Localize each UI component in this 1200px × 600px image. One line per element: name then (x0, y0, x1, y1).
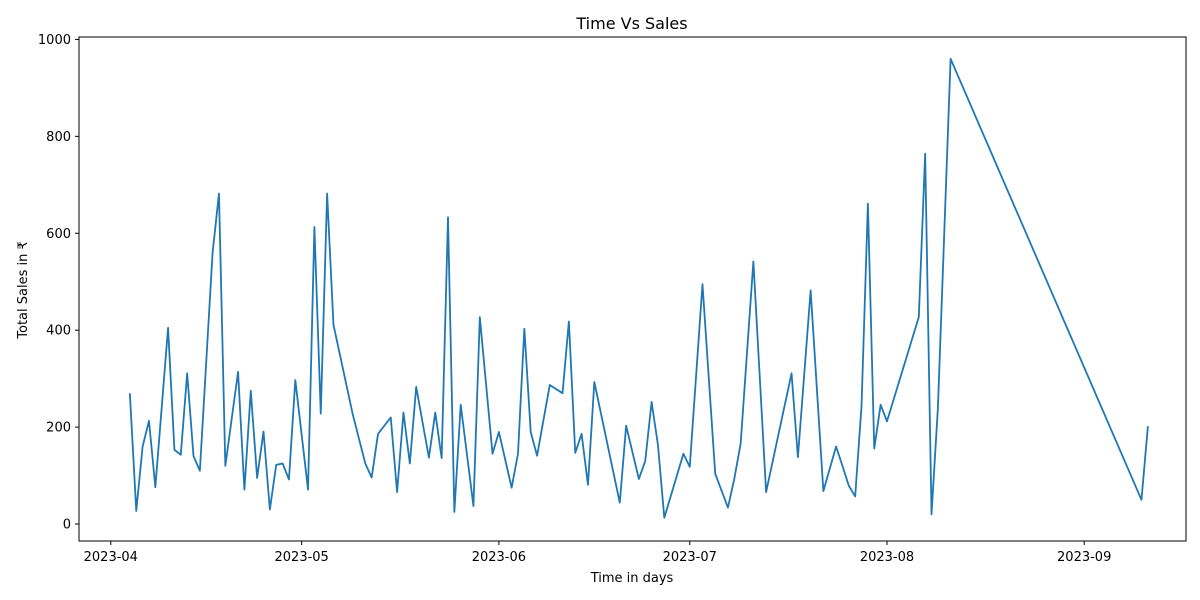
plot-frame (78, 36, 1187, 542)
y-tick-label: 0 (63, 518, 71, 533)
chart-title: Time Vs Sales (575, 14, 687, 33)
x-tick-label: 2023-08 (860, 550, 914, 565)
y-axis-title: Total Sales in ₹ (16, 241, 31, 339)
y-tick-label: 600 (46, 227, 71, 242)
y-tick-label: 400 (46, 324, 71, 339)
y-tick-label: 800 (46, 130, 71, 145)
series-line (128, 57, 1149, 519)
x-tick-label: 2023-05 (275, 550, 329, 565)
plot-area: 2023-04 2023-05 2023-06 2023-07 2023-08 2023-… (38, 33, 1187, 565)
y-tick-label: 1000 (38, 33, 71, 48)
x-tick-label: 2023-04 (84, 550, 138, 565)
x-tick-label: 2023-07 (663, 550, 717, 565)
x-tick-label: 2023-06 (472, 550, 526, 565)
x-tick-label: 2023-09 (1057, 550, 1111, 565)
x-axis-title: Time in days (590, 571, 674, 586)
y-tick-label: 200 (46, 421, 71, 436)
